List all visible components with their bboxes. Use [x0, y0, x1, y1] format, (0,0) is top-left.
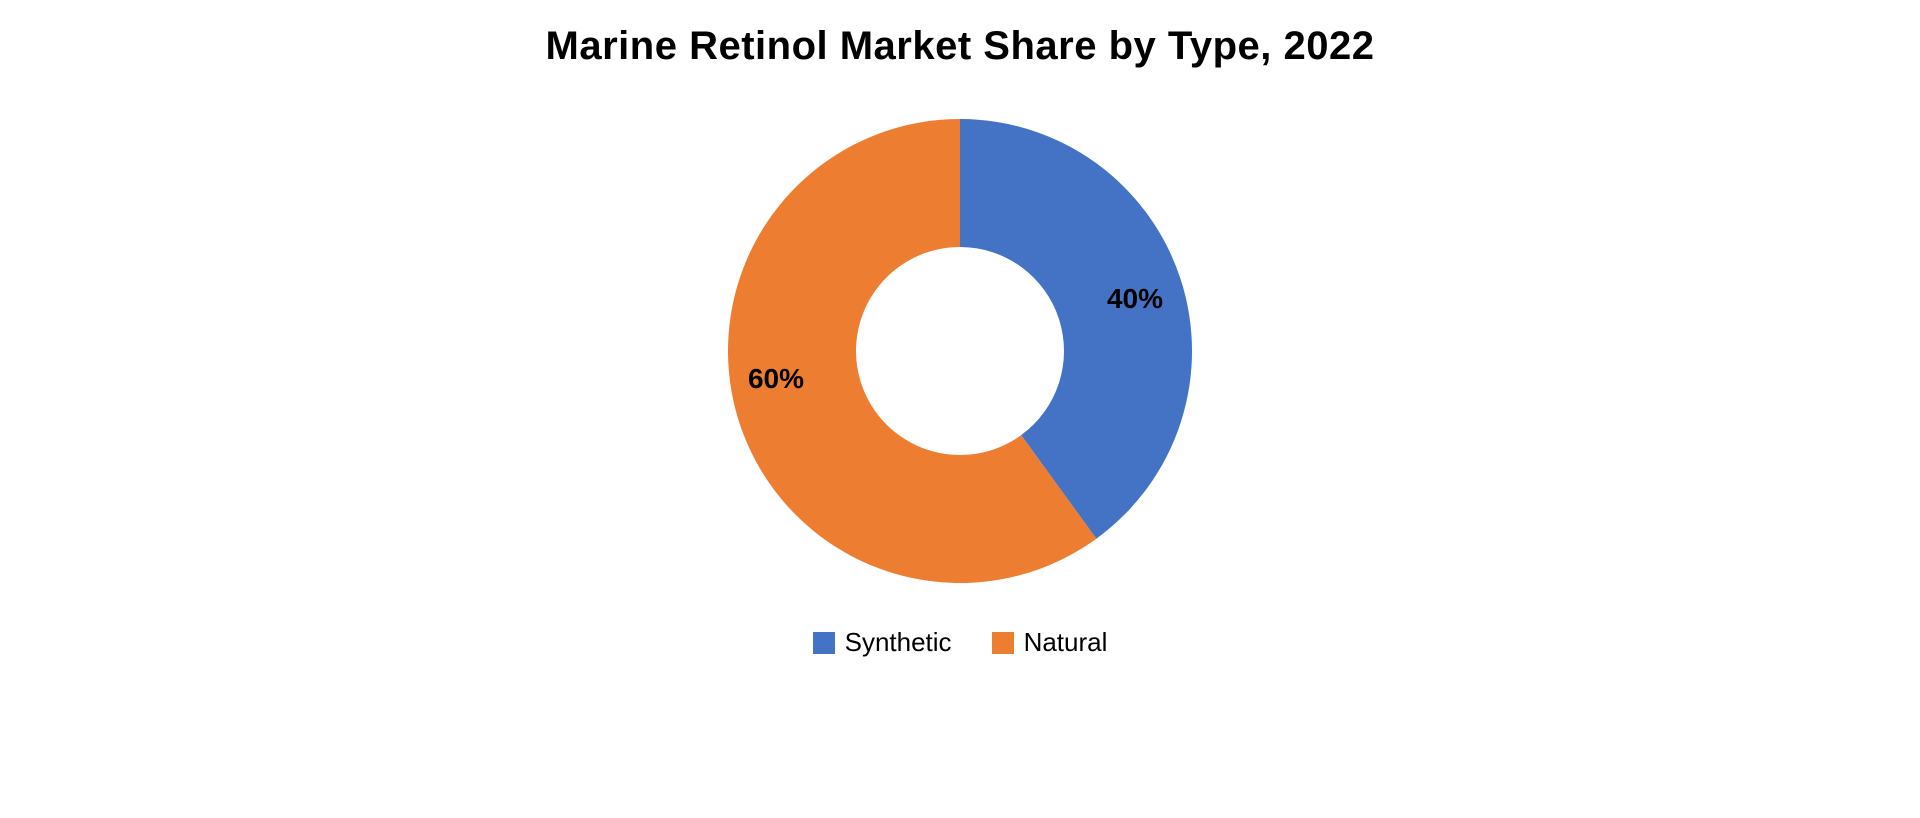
chart-container: Marine Retinol Market Share by Type, 202… [0, 0, 1920, 818]
slice-label-natural: 60% [748, 363, 804, 395]
donut-svg [728, 119, 1192, 583]
donut-chart: 40% 60% [728, 119, 1192, 583]
legend-label-natural: Natural [1024, 627, 1108, 658]
legend-item-natural: Natural [992, 627, 1108, 658]
legend-label-synthetic: Synthetic [845, 627, 952, 658]
legend-swatch-natural [992, 632, 1014, 654]
legend-swatch-synthetic [813, 632, 835, 654]
legend-item-synthetic: Synthetic [813, 627, 952, 658]
chart-title: Marine Retinol Market Share by Type, 202… [546, 24, 1375, 69]
legend: Synthetic Natural [813, 627, 1108, 658]
slice-label-synthetic: 40% [1107, 283, 1163, 315]
